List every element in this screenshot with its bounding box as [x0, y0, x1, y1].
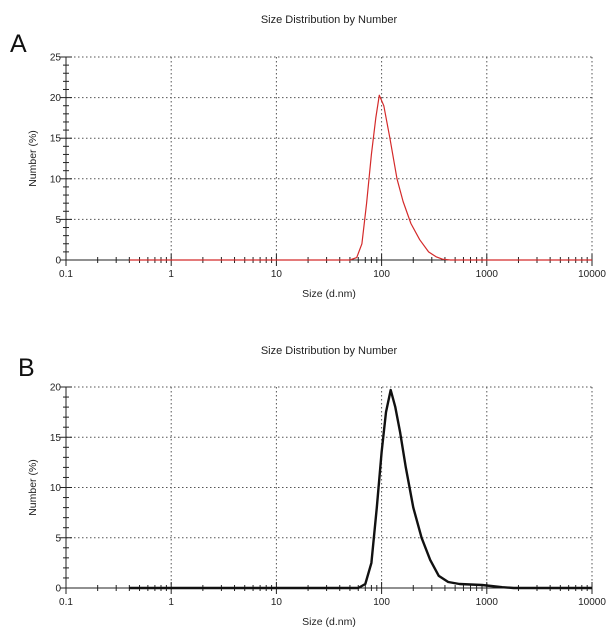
x-tick-label: 100 [373, 597, 390, 608]
x-tick-label: 10000 [578, 269, 606, 280]
x-tick-label: 1000 [476, 597, 499, 608]
series-line [129, 388, 592, 590]
x-axis-label: Size (d.nm) [302, 616, 356, 628]
gridlines [65, 386, 593, 589]
y-tick-label: 5 [55, 215, 61, 226]
x-tick-label: 10000 [578, 597, 606, 608]
y-tick-label: 15 [50, 134, 62, 145]
y-tick-label: 10 [50, 483, 62, 494]
y-tick-label: 5 [55, 533, 61, 544]
chart-title: Size Distribution by Number [261, 14, 398, 26]
y-tick-label: 15 [50, 433, 62, 444]
y-tick-label: 0 [55, 256, 61, 267]
y-tick-label: 25 [50, 53, 62, 64]
series-line [129, 94, 592, 261]
panel-label: B [18, 354, 35, 382]
y-tick-label: 20 [50, 383, 62, 394]
y-tick-label: 20 [50, 93, 62, 104]
x-axis-label: Size (d.nm) [302, 288, 356, 300]
x-tick-label: 1000 [476, 269, 499, 280]
x-tick-label: 100 [373, 269, 390, 280]
x-tick-label: 0.1 [59, 269, 73, 280]
y-tick-label: 10 [50, 174, 62, 185]
x-tick-label: 10 [271, 269, 283, 280]
y-tick-label: 0 [55, 584, 61, 595]
x-tick-label: 10 [271, 597, 283, 608]
y-axis-label: Number (%) [27, 459, 39, 516]
gridlines [65, 56, 593, 261]
y-ticks [60, 56, 72, 261]
y-axis-label: Number (%) [27, 130, 39, 187]
x-tick-label: 1 [168, 597, 174, 608]
panel-label: A [10, 30, 27, 58]
x-tick-label: 0.1 [59, 597, 73, 608]
y-ticks [60, 386, 72, 589]
x-tick-label: 1 [168, 269, 174, 280]
chart-title: Size Distribution by Number [261, 345, 398, 357]
